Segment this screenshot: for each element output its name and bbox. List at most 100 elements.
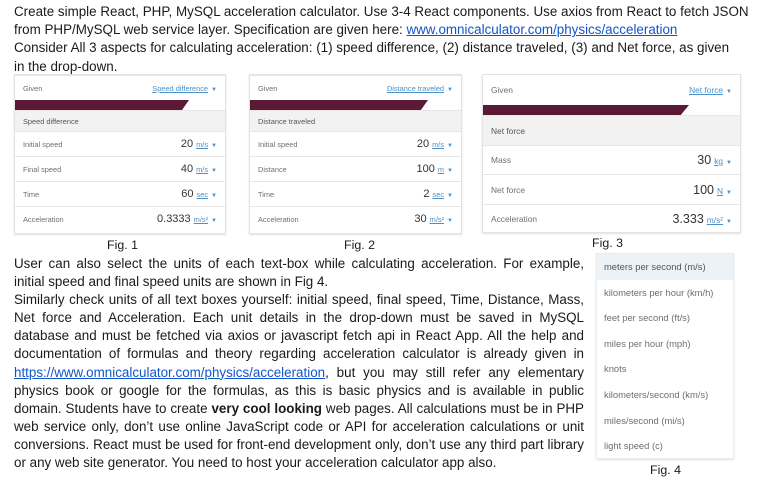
initial-speed-input[interactable]: 20: [180, 138, 194, 150]
field-mass: Mass 30 kg ▼: [483, 145, 740, 174]
unit-option-c[interactable]: light speed (c): [604, 440, 663, 452]
given-label: Given: [258, 83, 278, 93]
given-select-value[interactable]: Speed difference: [152, 83, 209, 93]
field-net-force: Net force 100 N ▼: [483, 174, 740, 204]
emphasis-text: very cool looking: [211, 400, 322, 416]
assignment-body: User can also select the units of each t…: [14, 255, 584, 472]
body-paragraph-1: User can also select the units of each t…: [14, 256, 584, 290]
caret-down-icon: ▼: [211, 86, 217, 93]
acceleration-output: 0.3333: [157, 213, 191, 225]
given-row: Given Net force ▼: [483, 75, 740, 105]
given-select-value[interactable]: Net force: [689, 85, 724, 95]
field-label: Acceleration: [23, 214, 64, 224]
body-text-a: Similarly check units of all text boxes …: [14, 292, 584, 362]
unit-select[interactable]: m/s: [432, 140, 445, 149]
time-input[interactable]: 2: [423, 188, 430, 200]
field-initial-speed: Initial speed 20 m/s ▼: [15, 131, 225, 156]
caret-down-icon: ▼: [447, 168, 453, 174]
mass-input[interactable]: 30: [697, 153, 712, 167]
accent-bar: [15, 100, 225, 110]
time-input[interactable]: 60: [181, 188, 194, 200]
caret-down-icon: ▼: [447, 86, 453, 93]
accent-bar: [483, 105, 740, 115]
unit-select[interactable]: m/s: [196, 140, 209, 149]
unit-select[interactable]: m: [437, 165, 445, 174]
intro-line-4: in the drop-down.: [14, 58, 118, 74]
field-label: Time: [23, 189, 40, 199]
field-distance: Distance 100 m ▼: [250, 156, 461, 181]
intro-line-2: from PHP/MySQL web service layer. Specif…: [14, 21, 766, 39]
field-acceleration: Acceleration 3.333 m/s² ▼: [483, 204, 740, 233]
caret-down-icon: ▼: [211, 143, 217, 149]
unit-select[interactable]: kg: [714, 156, 724, 166]
unit-select[interactable]: N: [716, 185, 724, 196]
caret-down-icon: ▼: [726, 219, 732, 225]
given-select[interactable]: Net force ▼: [689, 85, 732, 95]
unit-option-kmh[interactable]: kilometers per hour (km/h): [604, 286, 714, 298]
given-select-value[interactable]: Distance traveled: [386, 83, 445, 93]
intro-line-2-text: from PHP/MySQL web service layer. Specif…: [14, 22, 407, 38]
acceleration-output: 3.333: [672, 212, 704, 226]
unit-option-knots[interactable]: knots: [604, 363, 627, 375]
final-speed-input[interactable]: 40: [180, 163, 194, 175]
field-label: Acceleration: [491, 214, 538, 224]
figure-2-distance-traveled-calculator: Given Distance traveled ▼ Distance trave…: [249, 74, 462, 234]
section-header: Net force: [483, 115, 740, 145]
unit-option-kms[interactable]: kilometers/second (km/s): [604, 388, 709, 400]
section-header: Speed difference: [15, 110, 225, 131]
unit-select[interactable]: m/s²: [706, 215, 724, 225]
field-initial-speed: Initial speed 20 m/s ▼: [250, 131, 461, 156]
unit-select[interactable]: m/s: [196, 165, 209, 174]
field-label: Final speed: [23, 164, 62, 174]
figure-4-unit-dropdown: meters per second (m/s) kilometers per h…: [596, 253, 734, 459]
unit-option-mph[interactable]: miles per hour (mph): [604, 337, 691, 349]
initial-speed-input[interactable]: 20: [416, 138, 430, 150]
intro-line-3: Consider All 3 aspects for calculating a…: [14, 40, 730, 56]
unit-option-fts[interactable]: feet per second (ft/s): [604, 312, 690, 324]
field-label: Time: [258, 189, 275, 199]
section-title: Speed difference: [23, 116, 79, 126]
section-title: Net force: [491, 125, 525, 136]
figure-3-net-force-calculator: Given Net force ▼ Net force Mass 30 kg ▼…: [482, 74, 741, 233]
caret-down-icon: ▼: [726, 160, 732, 166]
section-title: Distance traveled: [258, 116, 316, 126]
unit-select[interactable]: m/s²: [193, 215, 209, 224]
caret-down-icon: ▼: [726, 189, 732, 196]
caret-down-icon: ▼: [211, 218, 217, 224]
net-force-input[interactable]: 100: [693, 182, 714, 197]
field-acceleration: Acceleration 0.3333 m/s² ▼: [15, 206, 225, 231]
given-row: Given Distance traveled ▼: [250, 75, 461, 100]
field-label: Distance: [258, 164, 287, 174]
field-time: Time 2 sec ▼: [250, 181, 461, 206]
caret-down-icon: ▼: [211, 193, 217, 199]
body-text-c: web pages. All calculations must be in P…: [14, 400, 584, 471]
unit-option-mis[interactable]: miles/second (mi/s): [604, 414, 685, 426]
accent-bar: [250, 100, 461, 110]
caret-down-icon: ▼: [726, 89, 732, 95]
unit-select[interactable]: sec: [196, 190, 209, 199]
unit-option-mps[interactable]: meters per second (m/s): [597, 254, 733, 280]
figure-2-caption: Fig. 2: [344, 238, 375, 252]
distance-input[interactable]: 100: [416, 163, 435, 175]
field-time: Time 60 sec ▼: [15, 181, 225, 206]
field-acceleration: Acceleration 30 m/s² ▼: [250, 206, 461, 231]
section-header: Distance traveled: [250, 110, 461, 131]
assignment-intro: Create simple React, PHP, MySQL accelera…: [14, 3, 766, 76]
field-label: Initial speed: [258, 139, 298, 149]
given-select[interactable]: Distance traveled ▼: [387, 84, 453, 93]
omnicalculator-link[interactable]: https://www.omnicalculator.com/physics/a…: [14, 364, 326, 380]
field-label: Mass: [491, 155, 512, 165]
caret-down-icon: ▼: [447, 193, 453, 199]
acceleration-output: 30: [414, 213, 427, 225]
given-label: Given: [491, 85, 513, 95]
intro-line-1: Create simple React, PHP, MySQL accelera…: [14, 4, 749, 19]
field-label: Acceleration: [258, 214, 299, 224]
figure-4-caption: Fig. 4: [650, 463, 681, 477]
figure-3-caption: Fig. 3: [592, 236, 623, 250]
spec-link[interactable]: www.omnicalculator.com/physics/accelerat…: [406, 22, 678, 38]
given-select[interactable]: Speed difference ▼: [152, 84, 217, 93]
unit-select[interactable]: m/s²: [429, 215, 445, 224]
unit-select[interactable]: sec: [432, 190, 445, 199]
figure-1-speed-difference-calculator: Given Speed difference ▼ Speed differenc…: [14, 74, 226, 234]
figure-1-caption: Fig. 1: [107, 238, 138, 252]
